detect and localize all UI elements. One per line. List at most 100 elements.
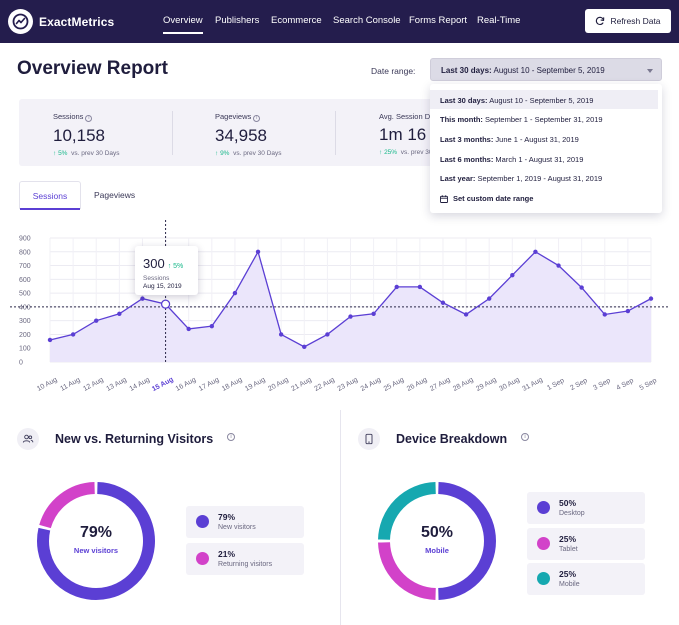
y-tick-label: 800 xyxy=(19,249,31,256)
x-tick-label: 18 Aug xyxy=(221,376,244,392)
legend-returning-visitors: 21% Returning visitors xyxy=(186,543,304,575)
set-custom-date-range[interactable]: Set custom date range xyxy=(440,194,533,203)
option-dates: September 1 - September 31, 2019 xyxy=(482,115,603,124)
nav-search-console[interactable]: Search Console xyxy=(333,15,401,26)
x-tick-label: 4 Sep xyxy=(615,377,635,392)
legend-dot xyxy=(196,552,209,565)
dropdown-option-last-30-days[interactable]: Last 30 days: August 10 - September 5, 2… xyxy=(430,90,658,109)
option-period: Last 3 months: xyxy=(440,135,494,144)
legend-new-visitors: 79% New visitors xyxy=(186,506,304,538)
legend-dot xyxy=(537,537,550,550)
x-tick-label: 16 Aug xyxy=(175,376,198,392)
data-point xyxy=(440,300,446,305)
nav-overview[interactable]: Overview xyxy=(163,15,203,34)
device-breakdown-title: Device Breakdown xyxy=(396,432,508,446)
donut-segment-returning-visitors xyxy=(39,482,96,529)
data-point xyxy=(232,290,238,296)
info-icon[interactable]: i xyxy=(521,433,529,441)
x-tick-label: 10 Aug xyxy=(36,376,59,392)
donut-segment-new-visitors xyxy=(37,482,155,600)
data-point xyxy=(625,308,631,314)
y-tick-label: 100 xyxy=(19,346,31,353)
exactmetrics-logo-icon xyxy=(8,9,33,34)
y-tick-label: 400 xyxy=(19,304,31,311)
x-tick-label: 14 Aug xyxy=(128,376,151,392)
dropdown-option-last-year[interactable]: Last year: September 1, 2019 - August 31… xyxy=(440,174,602,183)
tooltip-value: 300 xyxy=(143,256,165,271)
tooltip-label: Sessions xyxy=(143,275,170,282)
legend-name: Mobile xyxy=(559,581,580,588)
series-area xyxy=(50,251,651,362)
tooltip-change: 5% xyxy=(173,263,184,270)
legend-percent: 79% xyxy=(218,512,236,522)
refresh-data-button[interactable]: Refresh Data xyxy=(585,9,671,33)
tab-sessions[interactable]: Sessions xyxy=(19,181,81,210)
info-icon[interactable]: i xyxy=(85,115,93,122)
legend-percent: 21% xyxy=(218,549,236,559)
x-tick-label: 3 Sep xyxy=(592,377,612,392)
metric-pageviews: Pageviews i 34,958 ↑ 9% vs. prev 30 Days xyxy=(215,112,282,157)
nav-ecommerce[interactable]: Ecommerce xyxy=(271,15,322,26)
x-tick-label: 22 Aug xyxy=(313,376,336,392)
dropdown-option-last-6-months[interactable]: Last 6 months: March 1 - August 31, 2019 xyxy=(440,155,583,164)
metric-change: 9% xyxy=(220,150,230,157)
dropdown-option-last-3-months[interactable]: Last 3 months: June 1 - August 31, 2019 xyxy=(440,135,579,144)
data-point xyxy=(302,344,307,350)
date-range-select[interactable]: Last 30 days: August 10 - September 5, 2… xyxy=(430,58,662,81)
legend-mobile: 25% Mobile xyxy=(527,563,645,595)
data-point xyxy=(463,312,469,317)
metric-label: Sessions xyxy=(53,112,84,121)
option-dates: September 1, 2019 - August 31, 2019 xyxy=(475,174,603,183)
donut-center: 79% New visitors xyxy=(36,524,156,555)
data-point xyxy=(648,296,654,301)
y-tick-label: 600 xyxy=(19,277,31,284)
donut-segment-desktop xyxy=(438,482,496,600)
option-dates: August 10 - September 5, 2019 xyxy=(487,96,594,105)
metric-change: 5% xyxy=(58,150,68,157)
y-tick-label: 300 xyxy=(19,318,31,325)
info-icon[interactable]: i xyxy=(253,115,261,122)
metric-value: 1m 16 xyxy=(379,125,427,144)
arrow-up-icon: ↑ xyxy=(215,150,221,157)
date-range-label: Date range: xyxy=(371,66,416,76)
sessions-chart-svg: 0 100 200 300 400 500 600 700 800 900 10 Aug 11 Aug… xyxy=(10,220,669,393)
date-range-selected-dates: August 10 - September 5, 2019 xyxy=(491,66,605,75)
brand-logo[interactable]: ExactMetrics xyxy=(8,9,114,34)
users-icon xyxy=(17,428,39,450)
nav-real-time[interactable]: Real-Time xyxy=(477,15,521,26)
tab-pageviews[interactable]: Pageviews xyxy=(94,190,136,200)
refresh-icon xyxy=(596,16,605,26)
nav-publishers[interactable]: Publishers xyxy=(215,15,260,26)
legend-name: Returning visitors xyxy=(218,561,273,568)
date-range-selected-period: Last 30 days: xyxy=(441,66,492,75)
x-tick-label: 28 Aug xyxy=(452,376,475,392)
nav-forms-report[interactable]: Forms Report xyxy=(409,15,468,26)
donut-center-percent: 50% xyxy=(420,524,454,541)
y-tick-label: 700 xyxy=(19,263,31,270)
data-point xyxy=(140,296,145,301)
tooltip-date: Aug 15, 2019 xyxy=(143,283,182,290)
x-tick-label: 31 Aug xyxy=(521,376,544,392)
donut-center-label: New visitors xyxy=(73,546,119,555)
data-point-highlighted xyxy=(160,299,171,309)
top-navigation-bar: ExactMetrics Overview Publishers Ecommer… xyxy=(0,0,679,43)
data-point xyxy=(533,249,538,254)
x-tick-label: 5 Sep xyxy=(639,377,659,392)
x-tick-label: 13 Aug xyxy=(105,376,128,392)
donut-center-percent: 79% xyxy=(79,524,113,541)
legend-percent: 50% xyxy=(559,498,577,508)
info-icon[interactable]: i xyxy=(227,433,235,441)
donut-center-label: Mobile xyxy=(425,546,449,555)
data-point xyxy=(579,285,584,290)
option-period: This month: xyxy=(440,115,483,124)
data-point xyxy=(278,332,284,337)
dropdown-option-this-month[interactable]: This month: September 1 - September 31, … xyxy=(440,115,603,124)
tablet-icon xyxy=(358,428,380,450)
x-tick-label: 11 Aug xyxy=(59,377,81,393)
metric-change-suffix: vs. prev 30 Days xyxy=(400,149,450,156)
metric-label: Pageviews xyxy=(215,112,252,121)
data-point xyxy=(556,263,561,268)
option-dates: June 1 - August 31, 2019 xyxy=(493,135,579,144)
data-point xyxy=(255,249,261,254)
x-tick-label: 26 Aug xyxy=(406,376,429,392)
